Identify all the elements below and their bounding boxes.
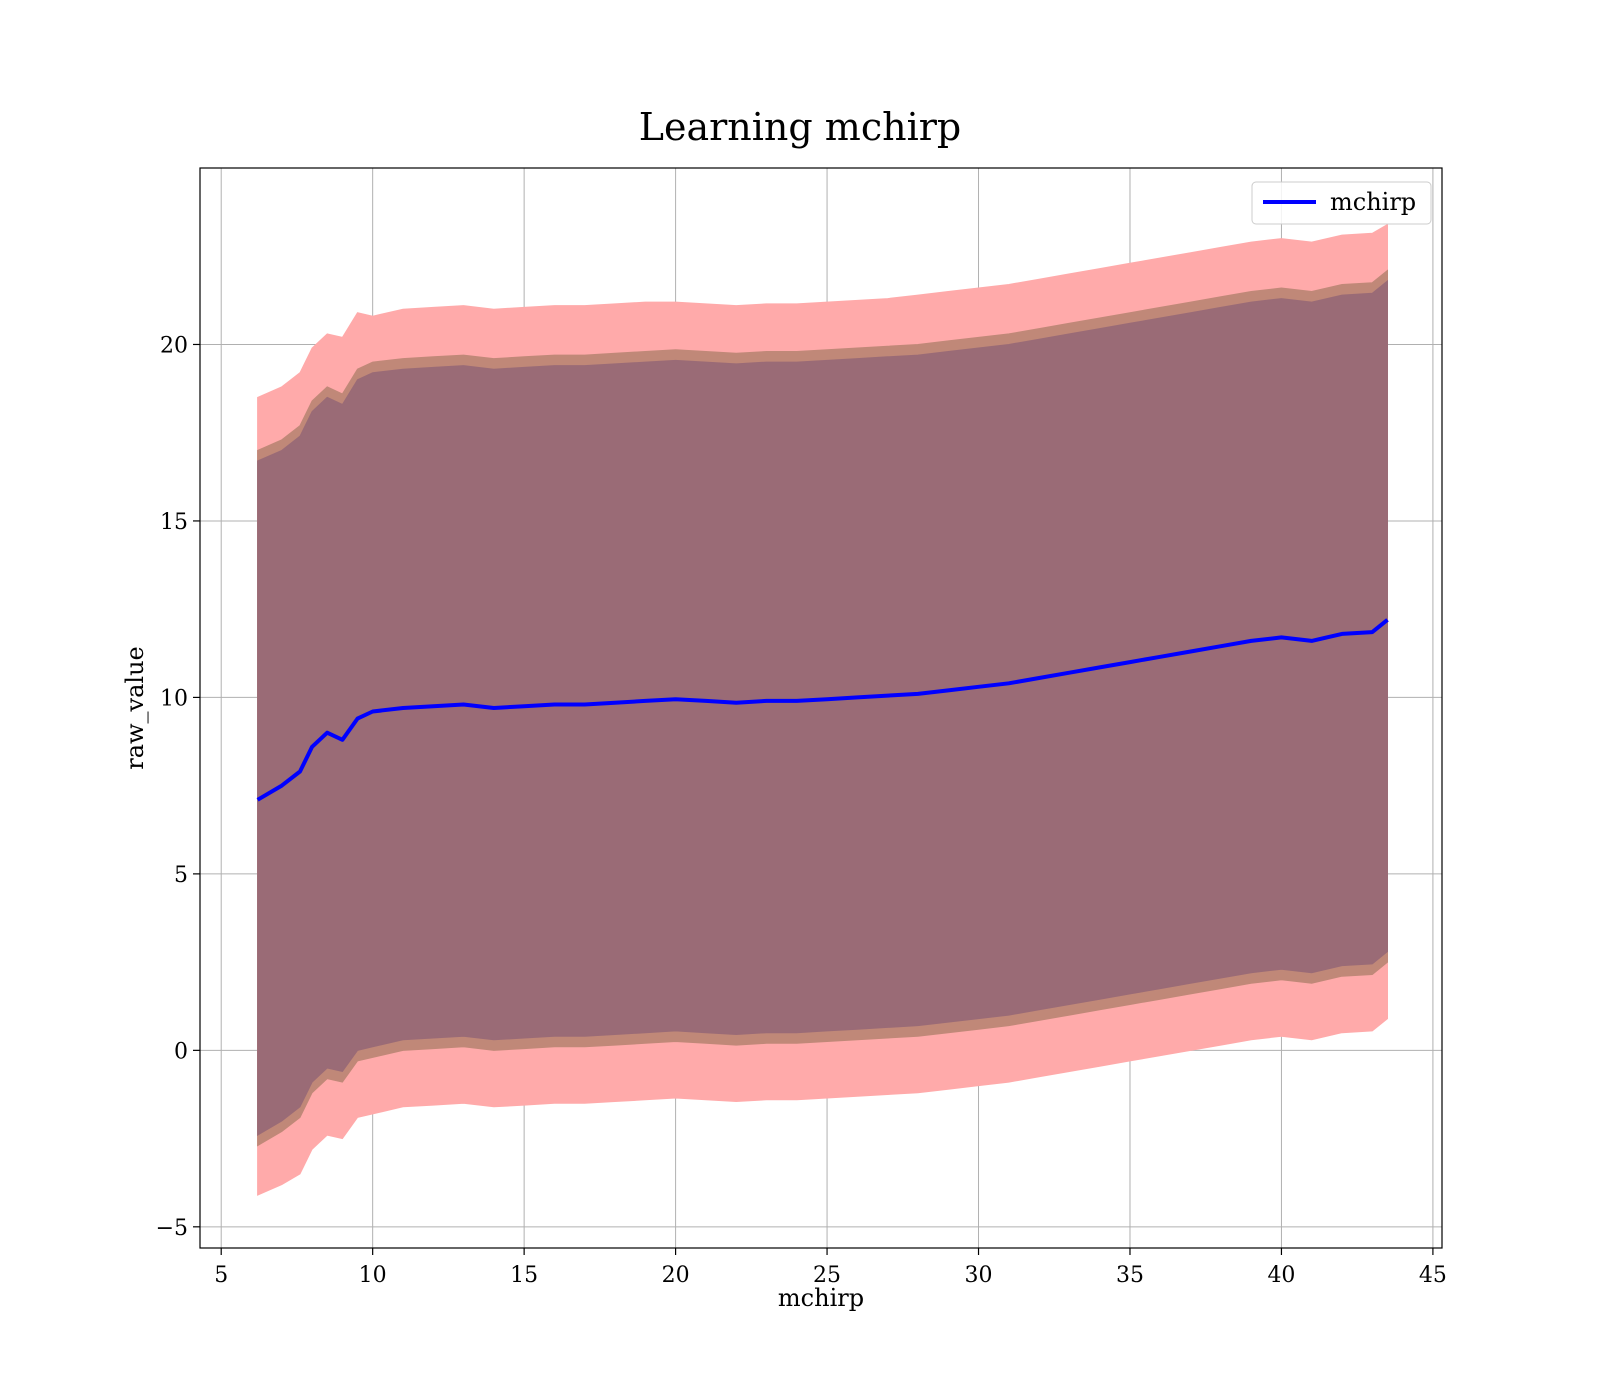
y-tick-label: 15 <box>160 510 188 535</box>
y-tick-label: 10 <box>160 686 188 711</box>
x-tick-label: 30 <box>965 1263 993 1288</box>
y-tick-label: 5 <box>174 863 188 888</box>
plot-frame <box>199 167 1443 1249</box>
bands <box>257 223 1388 1196</box>
x-tick-label: 25 <box>813 1263 841 1288</box>
x-tick-label: 20 <box>662 1263 690 1288</box>
series <box>256 618 1389 802</box>
mchirp-line <box>256 618 1389 802</box>
x-tick-label: 5 <box>214 1263 228 1288</box>
legend-box <box>1251 181 1432 225</box>
x-tick-label: 40 <box>1267 1263 1295 1288</box>
x-axis-label: mchirp <box>778 1284 864 1312</box>
y-tick-label: 0 <box>174 1039 188 1064</box>
y-tick-label: 20 <box>160 333 188 358</box>
legend-label: mchirp <box>1330 188 1416 216</box>
x-tick-label: 10 <box>359 1263 387 1288</box>
x-axis-ticks: 5 10 15 20 25 30 35 40 45 <box>214 1248 1447 1288</box>
y-axis-label: raw_value <box>121 646 149 770</box>
y-axis-ticks: −5 0 5 10 15 20 <box>156 333 200 1241</box>
x-tick-label: 35 <box>1116 1263 1144 1288</box>
x-tick-label: 15 <box>510 1263 538 1288</box>
y-tick-label: −5 <box>156 1216 188 1241</box>
chart-title: Learning mchirp <box>639 105 961 149</box>
legend: mchirp <box>1251 181 1432 225</box>
inner-band-area <box>257 279 1388 1136</box>
x-tick-label: 45 <box>1419 1263 1447 1288</box>
